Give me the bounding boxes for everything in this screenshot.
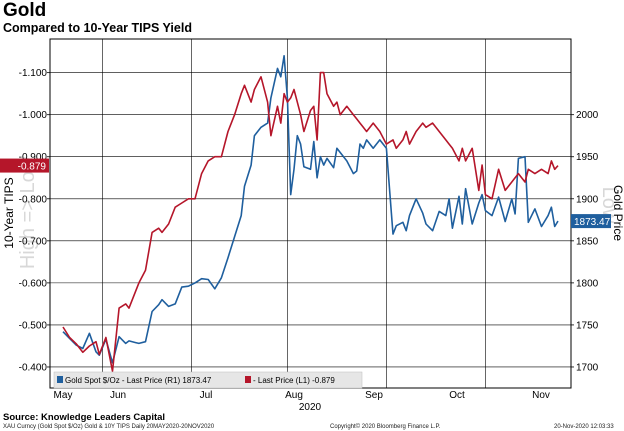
gold-spot-line [62, 54, 559, 364]
footer-series-info: XAU Curncy (Gold Spot $/Oz) Gold & 10Y T… [3, 424, 215, 430]
x-axis-year-label: 2020 [299, 402, 322, 413]
right-tick-label: 1950 [576, 152, 599, 163]
right-tick-label: 1750 [576, 320, 599, 331]
left-tick-label: -0.800 [19, 194, 48, 205]
chart-subtitle: Compared to 10-Year TIPS Yield [3, 21, 192, 35]
left-tick-label: -0.500 [19, 320, 48, 331]
chart-title: Gold [3, 0, 47, 21]
left-tick-label: -0.400 [19, 362, 48, 373]
x-tick-label: Sep [365, 390, 383, 401]
footer-timestamp: 20-Nov-2020 12:03:33 [554, 424, 614, 430]
right-axis-ticks: 2000 1950 1900 1850 1800 1750 1700 [571, 110, 599, 373]
last-price-labels: 1873.47 -0.879 [0, 158, 611, 229]
right-tick-label: 1900 [576, 194, 599, 205]
legend-label-gold: Gold Spot $/Oz - Last Price (R1) 1873.47 [65, 376, 212, 385]
left-tick-label: -1.100 [19, 68, 48, 79]
gold-last-price-box [571, 214, 611, 229]
plot-background [49, 38, 572, 389]
x-tick-label: Jul [200, 390, 213, 401]
tips-last-price-box [0, 158, 49, 173]
left-axis-ticks: -1.100 -1.000 -0.900 -0.800 -0.700 -0.600 -0.5… [19, 68, 50, 373]
gridlines [50, 39, 571, 388]
left-tick-label: -0.700 [19, 236, 48, 247]
legend: Gold Spot $/Oz - Last Price (R1) 1873.47… [53, 371, 363, 389]
x-tick-label: Jun [110, 390, 126, 401]
right-tick-label: 1700 [576, 362, 599, 373]
tips-last-price-label: -0.879 [18, 162, 47, 173]
x-tick-label: Oct [449, 390, 465, 401]
x-tick-label: Aug [285, 390, 303, 401]
legend-swatch-gold [57, 376, 63, 383]
left-tick-label: -0.900 [19, 152, 48, 163]
legend-box [53, 371, 363, 389]
right-tick-label: 1800 [576, 278, 599, 289]
left-tick-label: -0.600 [19, 278, 48, 289]
series-lines [62, 54, 559, 373]
left-axis-watermark: High => Low [17, 156, 39, 269]
gold-last-price-label: 1873.47 [574, 217, 611, 228]
source-note: Source: Knowledge Leaders Capital [3, 412, 166, 423]
axis-titles: 10-Year TIPS Gold Price [2, 177, 624, 248]
x-tick-label: May [54, 390, 73, 401]
x-tick-label: Nov [532, 390, 550, 401]
legend-label-tips: - Last Price (L1) -0.879 [253, 376, 335, 385]
footer-copyright: Copyright© 2020 Bloomberg Finance L.P. [330, 424, 441, 430]
right-tick-label: 2000 [576, 110, 599, 121]
right-tick-label: 1850 [576, 236, 599, 247]
legend-swatch-tips [245, 376, 251, 383]
right-axis-title: Gold Price [611, 185, 624, 241]
x-axis-ticks: May Jun Jul Aug Sep Oct Nov 2020 [54, 390, 550, 413]
left-tick-label: -1.000 [19, 110, 48, 121]
left-axis-title: 10-Year TIPS [2, 177, 16, 248]
tips-yield-line [62, 71, 559, 373]
